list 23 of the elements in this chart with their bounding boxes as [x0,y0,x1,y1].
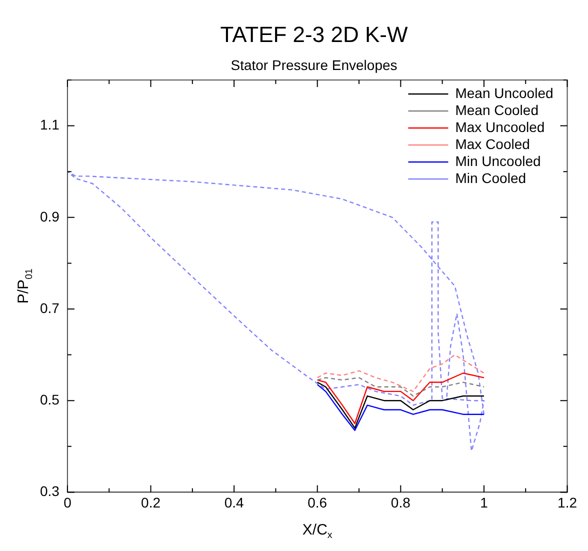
y-axis-title: P/P01 [15,268,35,304]
y-tick-label: 1.1 [40,116,60,133]
line-series [316,377,485,397]
y-tick-label: 0.3 [40,483,60,500]
legend-label: Max Uncooled [455,118,545,135]
x-tick-label: 0.6 [308,494,328,510]
y-tick-label: 0.5 [40,391,60,408]
legend-label: Min Uncooled [455,152,541,169]
x-tick-label: 0.8 [390,494,411,510]
y-tick-label: 0.7 [40,300,60,316]
x-tick-label: 1 [480,494,488,510]
legend-label: Mean Uncooled [455,84,554,101]
x-tick-label: 0 [64,494,72,510]
legend-label: Min Cooled [455,170,526,186]
y-tick-label: 0.9 [40,208,60,224]
legend-label: Max Cooled [455,136,530,152]
x-tick-label: 0.4 [224,494,244,510]
line-series [316,354,485,392]
chart-title: TATEF 2-3 2D K-W [220,22,408,48]
x-tick-label: 1.2 [558,494,578,510]
x-tick-label: 0.2 [141,494,161,510]
legend-label: Mean Cooled [455,102,538,118]
chart-subtitle: Stator Pressure Envelopes [230,56,398,73]
